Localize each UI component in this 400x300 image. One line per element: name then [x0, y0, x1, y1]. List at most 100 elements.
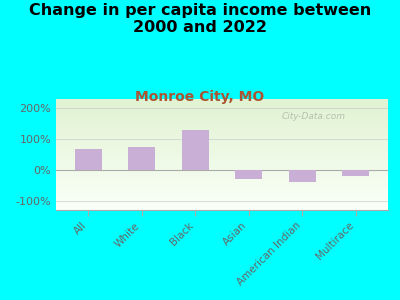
Bar — [56, 150, 388, 151]
Bar — [56, 117, 388, 118]
Bar — [56, 201, 388, 202]
Bar — [56, 190, 388, 191]
Text: City-Data.com: City-Data.com — [282, 112, 346, 121]
Bar — [56, 120, 388, 121]
Bar — [56, 187, 388, 188]
Bar — [56, 191, 388, 192]
Bar — [56, 207, 388, 208]
Bar — [56, 186, 388, 187]
Bar — [56, 159, 388, 160]
Bar — [56, 193, 388, 194]
Bar — [56, 182, 388, 183]
Bar — [56, 142, 388, 143]
Bar — [56, 108, 388, 109]
Bar — [56, 140, 388, 141]
Bar — [56, 209, 388, 210]
Bar — [56, 100, 388, 101]
Bar — [56, 148, 388, 149]
Bar — [56, 152, 388, 153]
Bar — [56, 173, 388, 175]
Bar — [56, 145, 388, 146]
Bar — [56, 129, 388, 130]
Bar — [56, 147, 388, 148]
Bar — [56, 166, 388, 167]
Bar — [56, 205, 388, 206]
Bar — [56, 158, 388, 159]
Bar — [56, 188, 388, 189]
Bar — [56, 197, 388, 198]
Bar — [56, 128, 388, 129]
Bar — [56, 136, 388, 137]
Bar — [56, 111, 388, 112]
Bar — [56, 179, 388, 180]
Bar — [56, 154, 388, 156]
Bar — [56, 107, 388, 108]
Bar — [56, 162, 388, 164]
Bar — [56, 198, 388, 199]
Bar — [56, 181, 388, 182]
Bar — [56, 172, 388, 173]
Bar — [56, 146, 388, 147]
Bar — [56, 192, 388, 193]
Bar — [128, 147, 155, 170]
Bar — [56, 161, 388, 162]
Bar — [182, 130, 209, 170]
Bar — [56, 139, 388, 140]
Bar — [56, 102, 388, 104]
Bar — [56, 103, 388, 104]
Bar — [56, 177, 388, 178]
Bar — [56, 175, 388, 176]
Bar — [56, 119, 388, 120]
Bar — [56, 112, 388, 113]
Bar — [56, 183, 388, 184]
Bar — [56, 130, 388, 131]
Bar — [56, 127, 388, 128]
Bar — [56, 143, 388, 145]
Bar — [342, 170, 369, 176]
Bar — [56, 138, 388, 139]
Bar — [56, 131, 388, 132]
Bar — [289, 170, 316, 182]
Bar — [56, 123, 388, 124]
Bar — [56, 122, 388, 123]
Bar — [56, 206, 388, 207]
Bar — [235, 170, 262, 179]
Bar — [56, 160, 388, 161]
Bar — [56, 189, 388, 190]
Bar — [56, 109, 388, 110]
Bar — [56, 202, 388, 203]
Bar — [56, 184, 388, 186]
Bar — [56, 124, 388, 126]
Bar — [56, 180, 388, 181]
Bar — [56, 104, 388, 106]
Bar — [56, 118, 388, 119]
Bar — [56, 164, 388, 166]
Bar — [56, 153, 388, 154]
Bar — [56, 101, 388, 102]
Bar — [75, 149, 102, 170]
Bar — [56, 199, 388, 200]
Bar — [56, 171, 388, 172]
Bar — [56, 168, 388, 169]
Bar — [56, 141, 388, 142]
Bar — [56, 169, 388, 170]
Bar — [56, 200, 388, 201]
Text: Monroe City, MO: Monroe City, MO — [135, 90, 265, 104]
Bar — [56, 99, 388, 100]
Bar — [56, 196, 388, 197]
Bar — [56, 121, 388, 122]
Bar — [56, 208, 388, 209]
Bar — [56, 170, 388, 171]
Bar — [56, 203, 388, 205]
Bar — [56, 149, 388, 150]
Bar — [56, 157, 388, 158]
Bar — [56, 113, 388, 115]
Bar — [56, 134, 388, 136]
Bar — [56, 106, 388, 107]
Bar — [56, 110, 388, 111]
Bar — [56, 156, 388, 157]
Text: Change in per capita income between
2000 and 2022: Change in per capita income between 2000… — [29, 3, 371, 35]
Bar — [56, 115, 388, 116]
Bar — [56, 178, 388, 179]
Bar — [56, 151, 388, 152]
